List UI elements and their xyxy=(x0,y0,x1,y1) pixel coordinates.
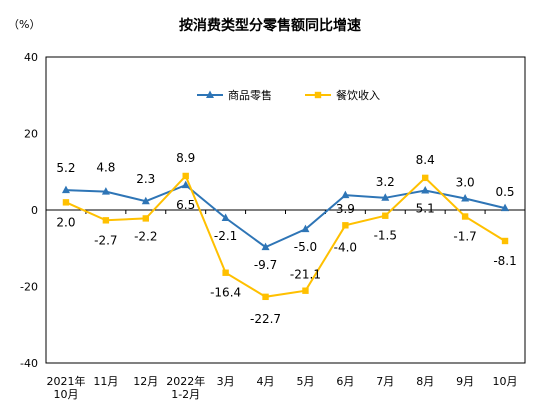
chart-title: 按消费类型分零售额同比增速 xyxy=(179,17,361,34)
x-tick-label: 2022年 xyxy=(166,374,205,388)
legend-label-0: 商品零售 xyxy=(228,88,272,102)
series-layer xyxy=(61,172,510,301)
data-label: -22.7 xyxy=(250,312,281,326)
data-label: -5.0 xyxy=(294,240,317,254)
data-label: 4.8 xyxy=(96,161,115,175)
x-tick-label: 10月 xyxy=(493,375,518,388)
y-axis: 40 20 0 -20 -40 xyxy=(20,51,38,370)
data-label: 8.4 xyxy=(416,153,435,167)
point-marker-1 xyxy=(342,222,349,229)
y-tick-label: 0 xyxy=(31,204,38,217)
data-label: 3.2 xyxy=(376,175,395,189)
data-label: -2.1 xyxy=(214,229,237,243)
data-label: -9.7 xyxy=(254,258,277,272)
data-label: -8.1 xyxy=(493,254,516,268)
data-label: 5.1 xyxy=(416,201,435,215)
point-marker-1 xyxy=(62,199,70,206)
x-tick-label: 3月 xyxy=(217,375,235,388)
point-marker-1 xyxy=(302,287,309,294)
data-label: -1.5 xyxy=(374,229,397,243)
x-tick-label: 4月 xyxy=(257,375,275,388)
data-label: 0.5 xyxy=(495,185,514,199)
data-labels: 5.2 4.8 2.3 6.5 -2.1 -9.7 -5.0 3.9 3.2 5.1 3.0 0.5 2… xyxy=(56,151,516,326)
point-marker-1 xyxy=(102,217,110,224)
data-label: -1.7 xyxy=(453,230,476,244)
data-label: 2.0 xyxy=(56,215,75,229)
data-label: 6.5 xyxy=(176,198,195,212)
x-tick-label: 5月 xyxy=(296,375,314,388)
point-marker-0 xyxy=(61,185,70,194)
y-unit-label: （%） xyxy=(8,18,40,31)
series-line-0 xyxy=(65,183,506,249)
y-tick-label: 20 xyxy=(24,128,38,141)
x-tick-label: 2021年 xyxy=(46,374,85,388)
point-marker-0 xyxy=(261,242,270,251)
legend-marker-1 xyxy=(314,91,322,99)
data-label: -4.0 xyxy=(334,240,357,254)
x-tick-label: 10月 xyxy=(53,388,78,401)
x-tick-label: 9月 xyxy=(456,375,474,388)
series-line-1 xyxy=(65,174,506,298)
point-marker-0 xyxy=(181,180,190,189)
data-label: 3.0 xyxy=(456,176,475,190)
point-marker-1 xyxy=(422,174,429,182)
data-label: 2.3 xyxy=(136,172,155,186)
point-marker-1 xyxy=(461,213,469,220)
point-marker-1 xyxy=(262,293,269,301)
x-tick-label: 6月 xyxy=(336,375,354,388)
point-marker-1 xyxy=(501,237,509,245)
x-tick-label: 7月 xyxy=(376,375,394,388)
point-marker-0 xyxy=(501,203,510,212)
point-marker-0 xyxy=(141,196,150,205)
point-marker-0 xyxy=(221,213,230,222)
data-label: -16.4 xyxy=(210,286,241,300)
point-marker-1 xyxy=(182,172,189,180)
legend-marker-0 xyxy=(206,90,214,98)
point-marker-0 xyxy=(101,187,110,195)
x-tick-label: 12月 xyxy=(133,375,158,388)
point-marker-0 xyxy=(341,190,350,199)
x-tick-label: 8月 xyxy=(416,375,434,388)
data-label: 5.2 xyxy=(56,161,75,175)
data-label: -21.1 xyxy=(290,268,321,282)
data-label: 3.9 xyxy=(336,202,355,216)
x-tick-label: 1-2月 xyxy=(171,388,200,401)
y-tick-label: 40 xyxy=(24,51,38,64)
y-tick-label: -20 xyxy=(20,281,38,294)
point-marker-1 xyxy=(382,212,389,219)
data-label: -2.2 xyxy=(134,229,157,243)
data-label: 8.9 xyxy=(176,151,195,165)
x-tick-label: 11月 xyxy=(93,375,118,388)
point-marker-0 xyxy=(421,185,430,194)
y-tick-label: -40 xyxy=(20,357,38,370)
point-marker-1 xyxy=(142,215,149,222)
point-marker-0 xyxy=(381,193,390,201)
data-label: -2.7 xyxy=(94,233,117,247)
legend: 商品零售 餐饮收入 xyxy=(197,88,380,102)
point-marker-0 xyxy=(461,194,470,202)
point-marker-1 xyxy=(222,269,229,276)
point-marker-0 xyxy=(301,224,310,233)
legend-label-1: 餐饮收入 xyxy=(336,88,380,102)
